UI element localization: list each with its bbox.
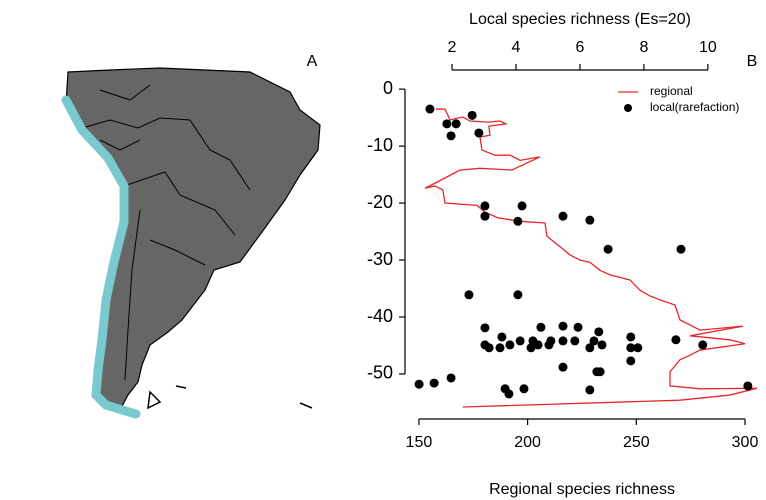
point xyxy=(451,119,461,129)
point xyxy=(513,290,523,300)
point xyxy=(515,336,525,346)
y-tick-label: -10 xyxy=(367,135,393,155)
point xyxy=(589,336,599,346)
point xyxy=(558,211,568,221)
point xyxy=(464,290,474,300)
x2-tick-label: 6 xyxy=(575,39,584,56)
point xyxy=(505,340,515,350)
point xyxy=(558,362,568,372)
point xyxy=(425,104,435,114)
x-tick-label: 200 xyxy=(514,434,541,451)
y-tick-label: 0 xyxy=(383,78,393,98)
point xyxy=(671,335,681,345)
point xyxy=(585,343,595,353)
point xyxy=(536,322,546,332)
y-tick-label: -50 xyxy=(367,363,393,383)
point xyxy=(467,110,477,120)
point xyxy=(517,201,527,211)
point xyxy=(603,244,613,254)
y-tick-label: -30 xyxy=(367,249,393,269)
x-tick-label: 150 xyxy=(406,434,433,451)
y-tick-label: -20 xyxy=(367,192,393,212)
point xyxy=(633,343,643,353)
x2-axis-title: Local species richness (Es=20) xyxy=(469,11,691,28)
point xyxy=(474,128,484,138)
x2-tick-label: 8 xyxy=(639,39,648,56)
regional-line xyxy=(424,108,758,408)
point xyxy=(446,373,456,383)
x2-tick-label: 4 xyxy=(512,39,521,56)
point xyxy=(573,322,583,332)
panel-label: A xyxy=(307,53,318,70)
borders xyxy=(81,84,251,381)
y-tick-label: -40 xyxy=(367,306,393,326)
continent xyxy=(65,67,321,411)
point xyxy=(533,340,543,350)
islands xyxy=(147,385,313,410)
point xyxy=(570,336,580,346)
point xyxy=(429,378,439,388)
legend-dot xyxy=(624,104,632,112)
x-tick-label: 300 xyxy=(732,434,759,451)
point xyxy=(743,381,753,391)
point xyxy=(504,389,514,399)
map xyxy=(61,67,321,419)
legend-label: regional xyxy=(650,84,693,98)
panel-label: B xyxy=(747,53,758,70)
point xyxy=(558,321,568,331)
point xyxy=(484,343,494,353)
point xyxy=(519,384,529,394)
point xyxy=(626,332,636,342)
x2-tick-label: 10 xyxy=(699,39,717,56)
point xyxy=(597,340,607,350)
point xyxy=(513,216,523,226)
point xyxy=(544,340,554,350)
point xyxy=(626,343,636,353)
point xyxy=(585,385,595,395)
point xyxy=(626,356,636,366)
legend-label: local(rarefaction) xyxy=(650,100,739,114)
point xyxy=(480,201,490,211)
point xyxy=(595,367,605,377)
point xyxy=(442,119,452,129)
coastline-sites xyxy=(61,95,141,419)
point xyxy=(558,336,568,346)
point xyxy=(446,131,456,141)
point xyxy=(698,340,708,350)
point xyxy=(495,343,505,353)
x-tick-label: 250 xyxy=(623,434,650,451)
point xyxy=(585,215,595,225)
point xyxy=(676,244,686,254)
point xyxy=(594,327,604,337)
point xyxy=(480,211,490,221)
point xyxy=(414,379,424,389)
x2-tick-label: 2 xyxy=(448,39,457,56)
point xyxy=(526,343,536,353)
point xyxy=(497,332,507,342)
x-axis-title: Regional species richness xyxy=(489,481,675,498)
point xyxy=(480,323,490,333)
